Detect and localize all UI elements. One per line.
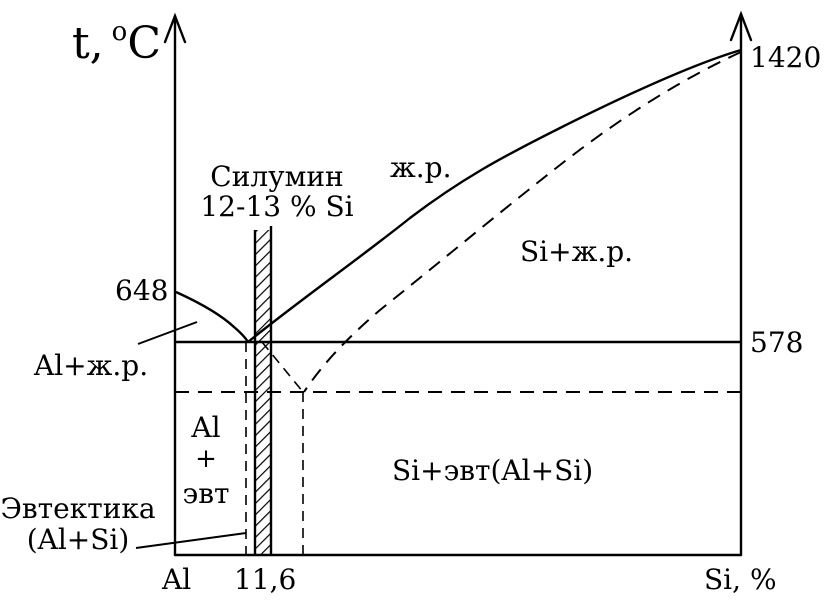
undercooling-dash (261, 341, 304, 393)
si-eutectic-region-label: Si+эвт(Al+Si) (392, 454, 593, 487)
silumin-band (255, 230, 271, 555)
left-axis-arrow (163, 12, 187, 44)
silumin-range: 12-13 % Si (200, 190, 353, 223)
al-eutectic-label-line1: Al (190, 411, 220, 444)
al-eutectic-label-line3: эвт (183, 477, 230, 510)
y-axis-label: t, oC (72, 17, 161, 69)
left-component-label: Al (161, 563, 191, 596)
al-melting-temp: 648 (115, 274, 168, 307)
liquidus-si-side (247, 48, 742, 343)
liquidus-al-side (175, 290, 250, 343)
silumin-title: Силумин (210, 160, 343, 193)
eutectic-leader (135, 532, 247, 549)
eutectic-composition-label: 11,6 (234, 563, 296, 596)
eutectic-label-line1: Эвтектика (0, 492, 155, 525)
liquid-region-label: ж.р. (390, 151, 451, 184)
x-axis-label: Si, % (704, 563, 777, 596)
al-eutectic-label-line2: + (195, 444, 217, 474)
eutectic-label-line2: (Al+Si) (27, 523, 130, 556)
al-liquid-leader (137, 321, 198, 345)
si-liquid-region-label: Si+ж.р. (520, 235, 633, 268)
right-axis-arrow (729, 10, 753, 42)
si-melting-temp: 1420 (750, 41, 821, 74)
al-liquid-region-label: Al+ж.р. (33, 349, 148, 382)
metastable-liquidus (303, 51, 742, 393)
eutectic-temp: 578 (750, 326, 803, 359)
